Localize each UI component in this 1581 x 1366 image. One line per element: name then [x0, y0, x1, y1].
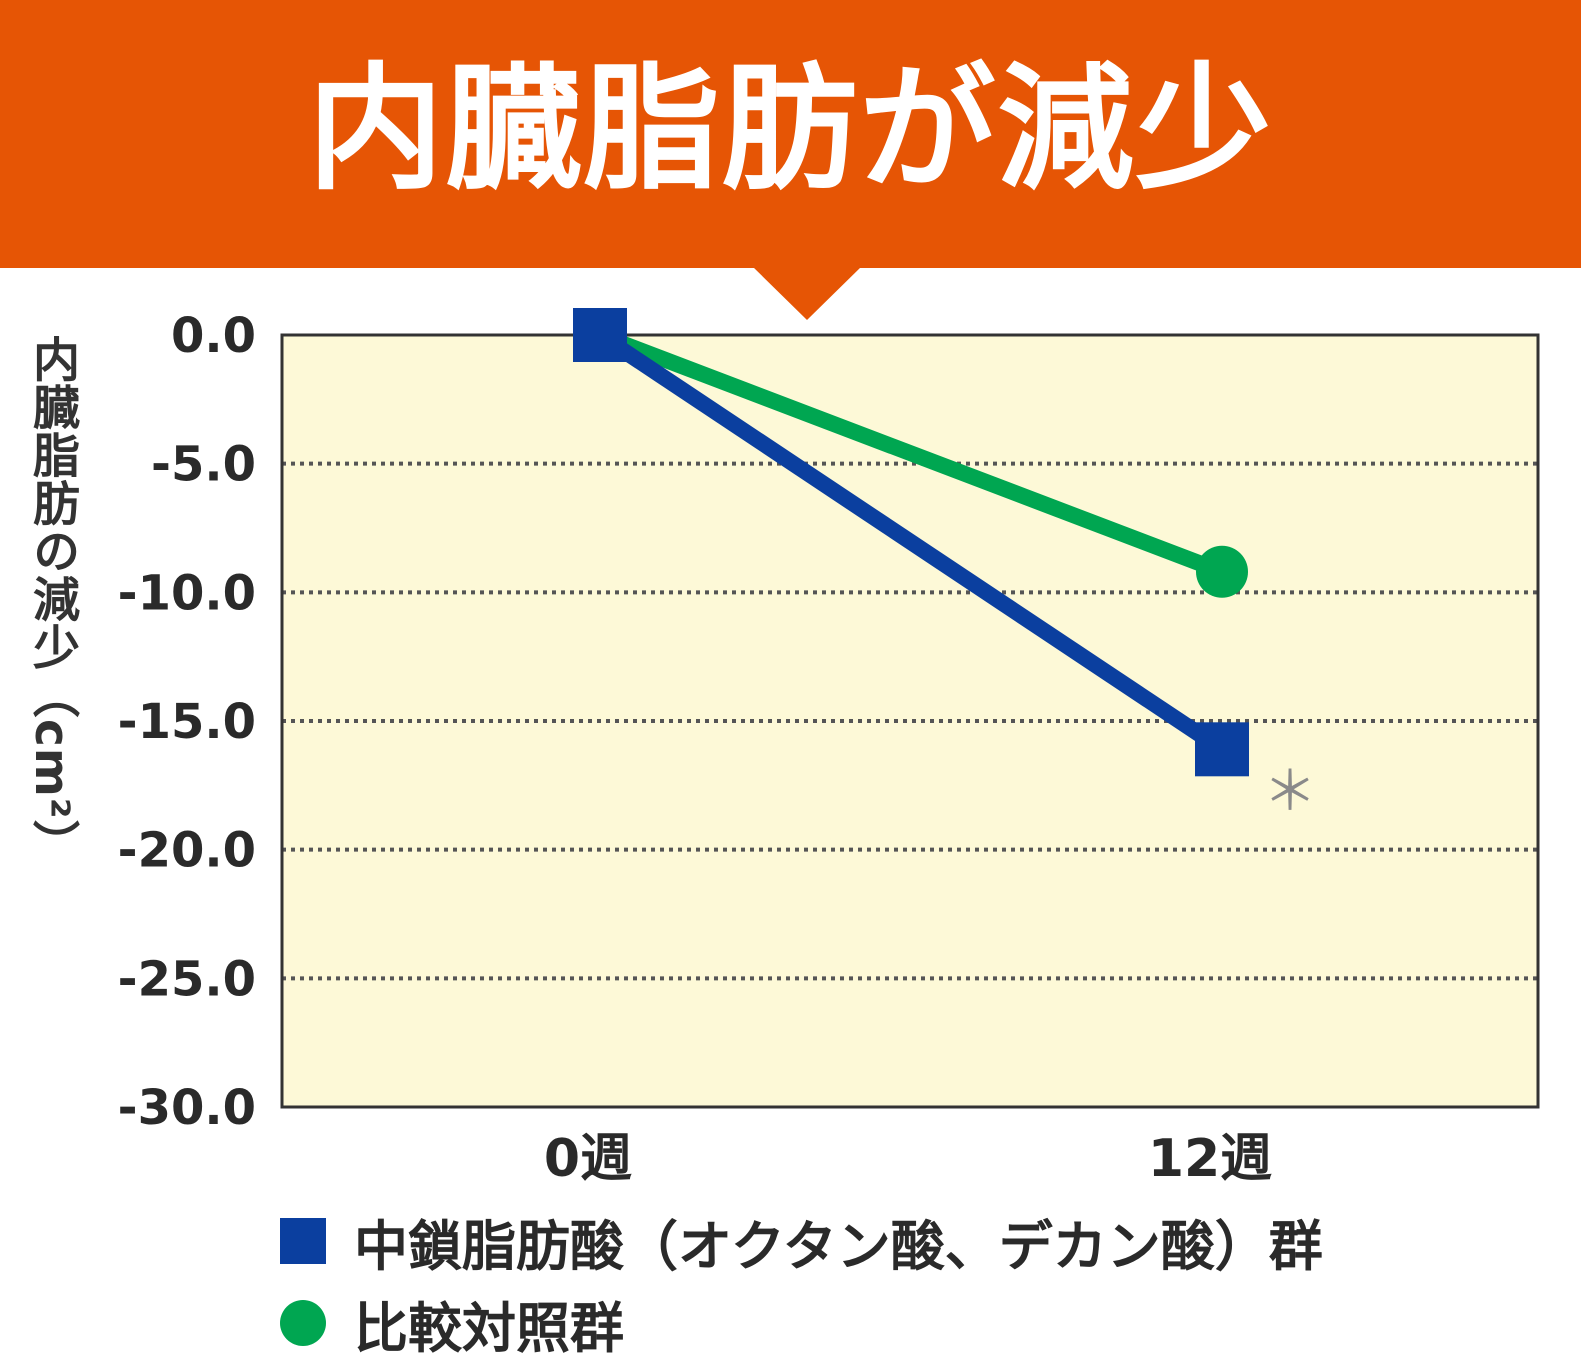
y-axis-label: 内臓脂肪の減少（cm²）	[24, 335, 79, 868]
legend-item-mct: 中鎖脂肪酸（オクタン酸、デカン酸）群	[280, 1206, 1323, 1278]
legend-square-marker	[280, 1218, 326, 1264]
legend-label: 中鎖脂肪酸（オクタン酸、デカン酸）群	[354, 1214, 1323, 1278]
y-tick-label: -15.0	[118, 694, 256, 750]
x-tick-label: 0週	[544, 1129, 632, 1189]
y-tick-label: -5.0	[151, 437, 256, 493]
chart-title: 内臓脂肪が減少	[307, 51, 1274, 209]
y-tick-label: -10.0	[118, 565, 256, 621]
data-point-square	[573, 308, 627, 362]
y-tick-label: -30.0	[118, 1080, 256, 1136]
legend-item-control: 比較対照群	[280, 1288, 624, 1360]
series-line	[597, 327, 1225, 580]
y-tick-label: -25.0	[118, 951, 256, 1007]
legend-label: 比較対照群	[354, 1296, 624, 1360]
data-point-circle	[1196, 545, 1248, 598]
x-tick-label: 12週	[1148, 1129, 1272, 1189]
series-line	[595, 328, 1227, 756]
banner-pointer	[752, 266, 862, 320]
y-tick-label: -20.0	[118, 823, 256, 879]
y-tick-label: 0.0	[171, 308, 256, 364]
plot-frame	[280, 333, 1540, 1109]
legend-circle-marker	[280, 1300, 326, 1346]
data-point-square	[1195, 722, 1249, 777]
header-banner: 内臓脂肪が減少	[0, 0, 1581, 268]
significance-mark: ＊	[1263, 759, 1317, 822]
